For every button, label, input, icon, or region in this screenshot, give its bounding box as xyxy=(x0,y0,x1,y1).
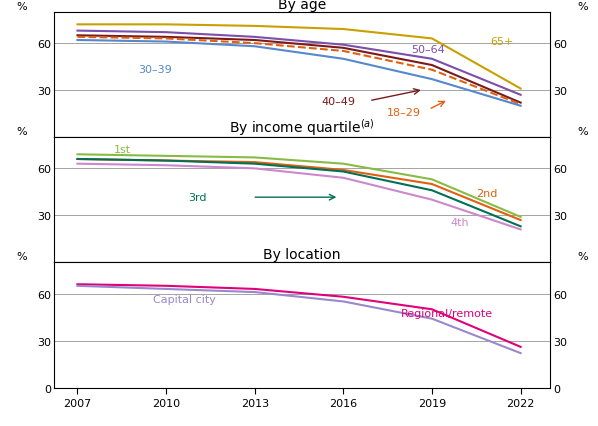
Title: By age: By age xyxy=(278,0,326,12)
Text: %: % xyxy=(577,251,588,262)
Text: 2nd: 2nd xyxy=(475,188,497,199)
Text: Capital city: Capital city xyxy=(153,295,216,305)
Text: 50–64: 50–64 xyxy=(411,45,445,55)
Text: 1st: 1st xyxy=(114,145,130,155)
Text: 40–49: 40–49 xyxy=(322,97,356,107)
Text: %: % xyxy=(16,251,27,262)
Title: By income quartile$^{(a)}$: By income quartile$^{(a)}$ xyxy=(229,117,375,138)
Text: 3rd: 3rd xyxy=(188,192,206,202)
Text: %: % xyxy=(577,127,588,136)
Text: %: % xyxy=(577,2,588,12)
Title: By location: By location xyxy=(263,248,341,262)
Text: 18–29: 18–29 xyxy=(386,107,420,117)
Text: 4th: 4th xyxy=(451,217,469,227)
Text: 30–39: 30–39 xyxy=(138,65,172,75)
Text: %: % xyxy=(16,127,27,136)
Text: %: % xyxy=(16,2,27,12)
Text: 65+: 65+ xyxy=(490,37,514,47)
Text: Regional/remote: Regional/remote xyxy=(401,308,493,318)
